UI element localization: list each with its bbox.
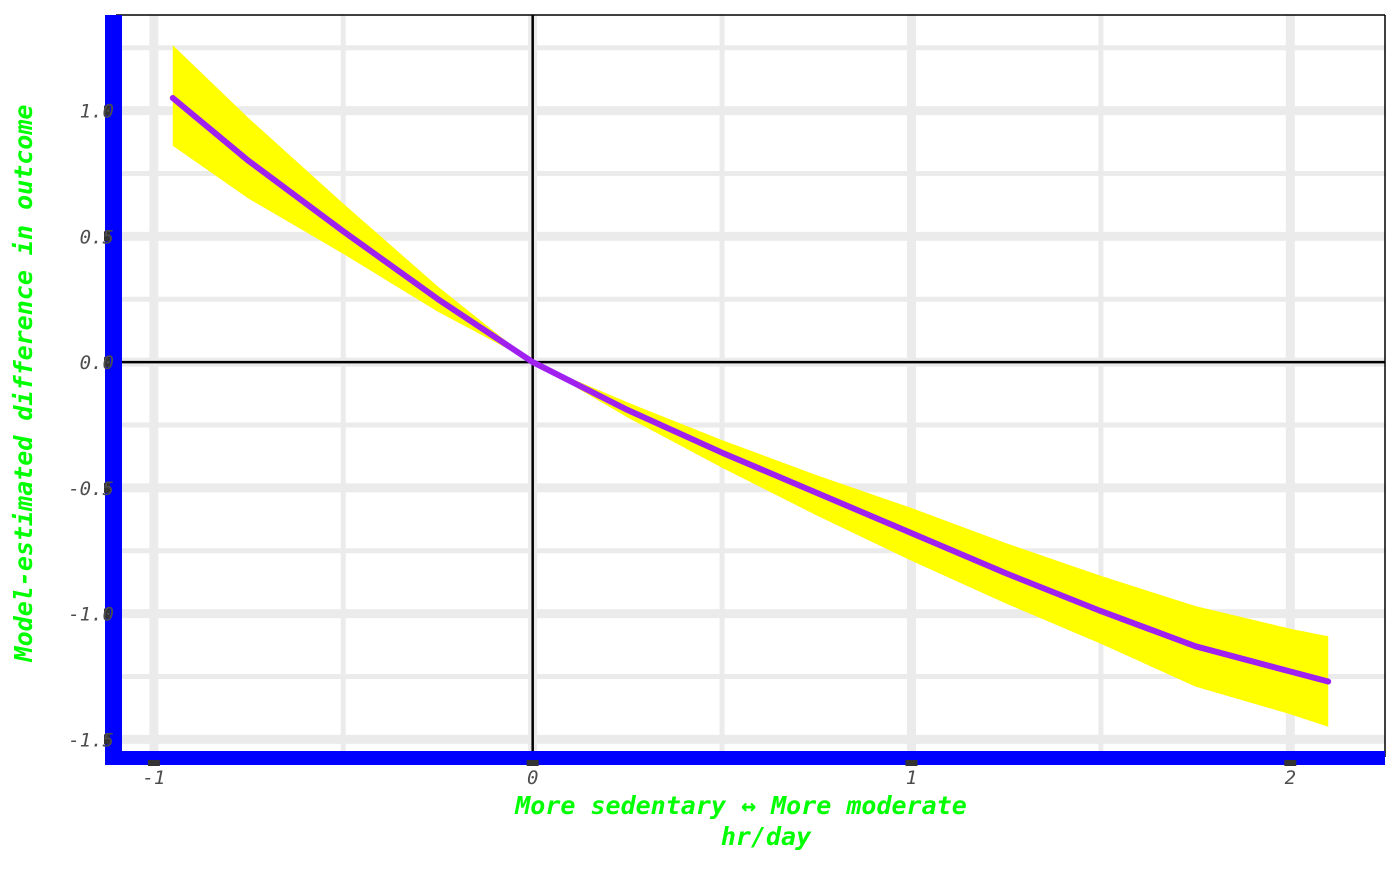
x-tick-mark <box>1284 760 1297 766</box>
x-tick-label: 1 <box>906 767 917 789</box>
y-tick-mark <box>104 734 110 745</box>
x-tick-label: 0 <box>527 767 538 789</box>
y-tick-mark <box>104 231 110 242</box>
reference-lines <box>116 15 1385 757</box>
y-tick-label: 1.0 <box>80 101 114 123</box>
axes <box>105 14 1386 765</box>
y-tick-label: 0.0 <box>80 352 114 374</box>
x-axis-title-unit: hr/day <box>721 822 812 851</box>
y-tick-label: -1.0 <box>68 604 114 626</box>
y-tick-mark <box>104 105 110 116</box>
y-tick-mark <box>104 608 110 619</box>
confidence-band-layer <box>172 45 1329 727</box>
x-axis-line <box>105 751 1385 765</box>
x-axis-title: More sedentary ↔ More moderate <box>514 791 967 820</box>
series-line <box>169 95 1332 685</box>
y-axis-title: Model-estimated difference in outcome <box>9 105 38 663</box>
x-tick-mark <box>905 760 918 766</box>
y-tick-mark <box>104 482 110 493</box>
y-tick-mark <box>104 357 110 368</box>
y-axis-line <box>105 15 122 760</box>
y-tick-label: -1.5 <box>68 729 114 751</box>
y-tick-label: -0.5 <box>68 478 114 500</box>
tick-labels: -1 0 1 2 1.0 0.5 0.0 -0.5 -1.0 -1.5 <box>68 101 1297 789</box>
confidence-band <box>172 45 1329 727</box>
y-tick-label: 0.5 <box>80 226 114 248</box>
x-tick-label: -1 <box>142 767 165 789</box>
series-line-layer <box>169 95 1332 685</box>
x-tick-mark <box>526 760 539 766</box>
x-tick-label: 2 <box>1285 767 1296 789</box>
x-tick-mark <box>147 760 160 766</box>
